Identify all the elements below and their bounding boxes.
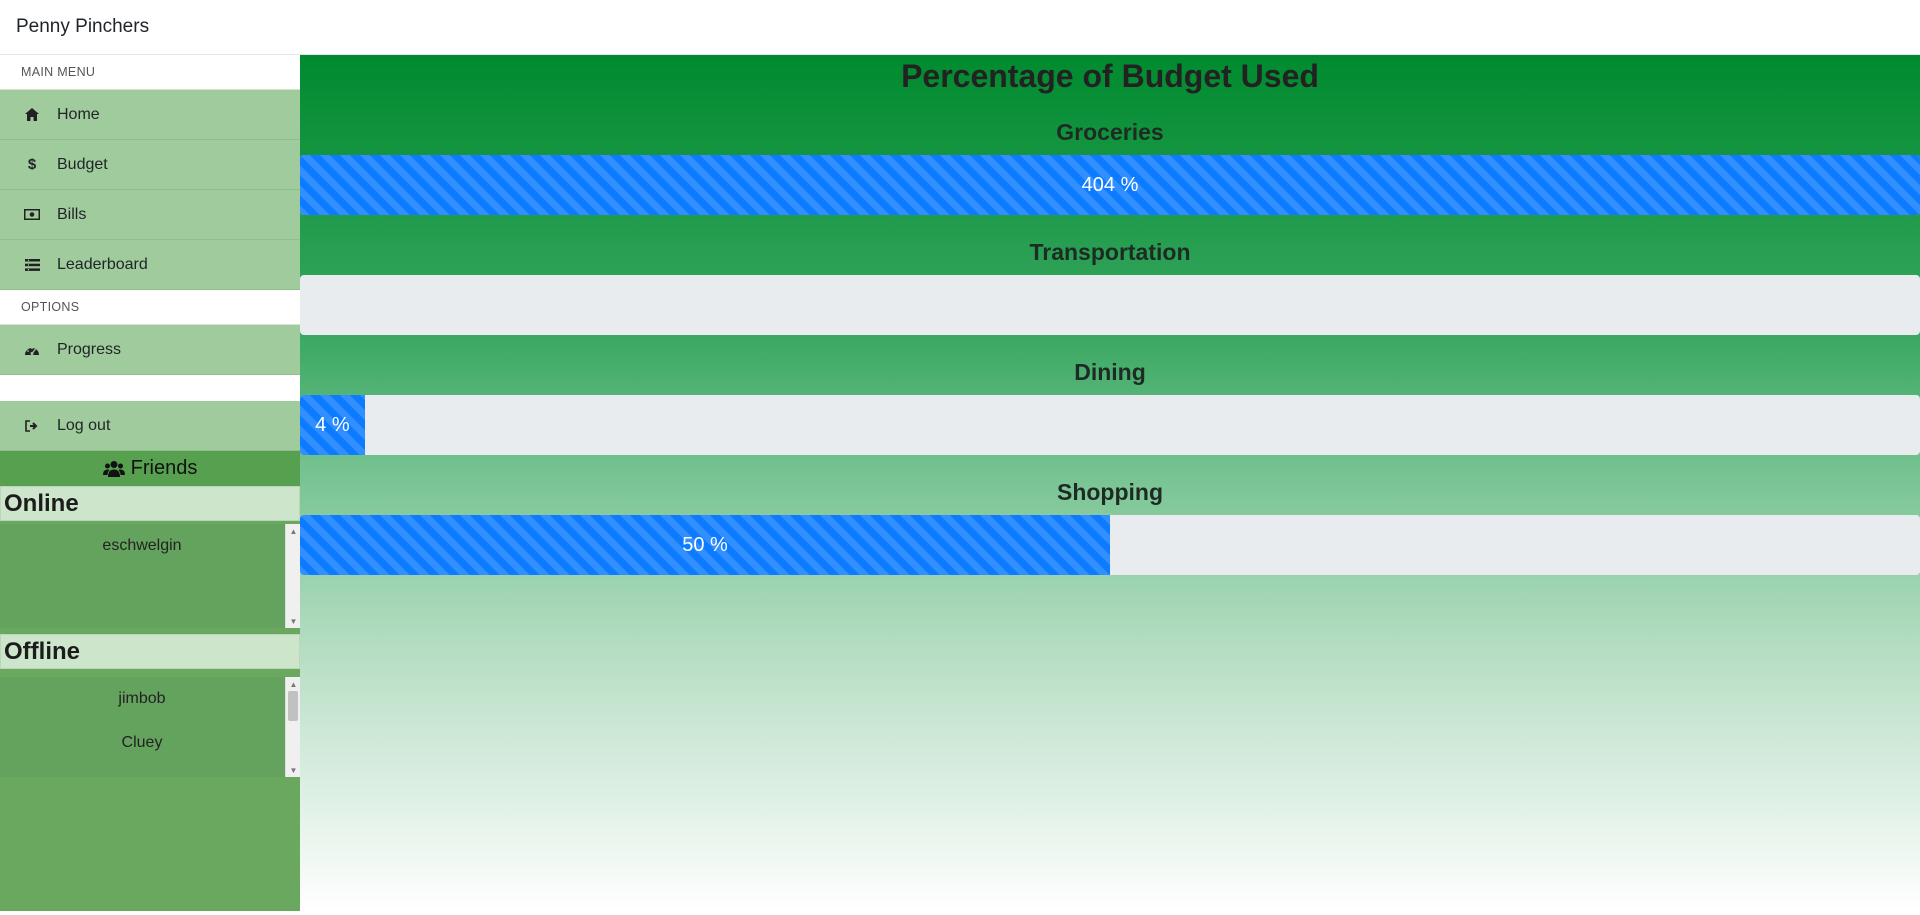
scroll-down-icon[interactable]: ▼ <box>286 763 301 777</box>
dollar-icon: $ <box>24 156 40 173</box>
online-friends-list[interactable]: eschwelgin ▲ ▼ <box>0 524 300 628</box>
category-title-dining: Dining <box>300 350 1920 395</box>
scroll-up-icon[interactable]: ▲ <box>286 524 301 538</box>
offline-header: Offline <box>0 634 300 669</box>
category-title-transportation: Transportation <box>300 230 1920 275</box>
sidebar-item-leaderboard[interactable]: Leaderboard <box>0 240 300 290</box>
sidebar-item-label: Leaderboard <box>57 256 148 274</box>
offline-scrollbar[interactable]: ▲ ▼ <box>285 677 300 777</box>
page-title: Percentage of Budget Used <box>300 55 1920 97</box>
progress-bar-groceries: 404 % <box>300 155 1920 215</box>
sign-out-icon <box>24 420 40 432</box>
options-header: OPTIONS <box>0 290 300 325</box>
sidebar-item-home[interactable]: Home <box>0 90 300 140</box>
main-menu-header: MAIN MENU <box>0 55 300 90</box>
sidebar-item-progress[interactable]: Progress <box>0 325 300 375</box>
home-icon <box>24 108 40 121</box>
scroll-down-icon[interactable]: ▼ <box>286 614 301 628</box>
progress-track-dining: 4 % <box>300 395 1920 455</box>
sidebar-item-bills[interactable]: Bills <box>0 190 300 240</box>
sidebar-item-label: Home <box>57 106 100 124</box>
progress-track-transportation <box>300 275 1920 335</box>
progress-bar-shopping: 50 % <box>300 515 1110 575</box>
brand-link[interactable]: Penny Pinchers <box>16 16 149 38</box>
friend-item[interactable]: jimbob <box>0 677 284 721</box>
online-scrollbar[interactable]: ▲ ▼ <box>285 524 300 628</box>
sidebar: MAIN MENU Home $ Budget Bills Leaderboar… <box>0 55 300 911</box>
dashboard-icon <box>24 344 40 356</box>
friend-item[interactable]: Cluey <box>0 721 284 765</box>
friend-item[interactable]: eschwelgin <box>0 524 284 568</box>
progress-track-groceries: 404 % <box>300 155 1920 215</box>
sidebar-item-label: Progress <box>57 341 121 359</box>
scroll-thumb[interactable] <box>288 691 298 721</box>
online-header: Online <box>0 486 300 521</box>
logout-label: Log out <box>57 417 110 435</box>
friends-title-text: Friends <box>131 457 198 480</box>
sidebar-item-label: Bills <box>57 206 86 224</box>
main-content: Percentage of Budget Used Groceries 404 … <box>300 55 1920 911</box>
offline-friends-list[interactable]: jimbob Cluey ▲ ▼ <box>0 677 300 777</box>
friends-title: Friends <box>0 451 300 486</box>
money-bill-icon <box>24 209 40 220</box>
progress-bar-dining: 4 % <box>300 395 365 455</box>
menu-spacer <box>0 375 300 401</box>
logout-button[interactable]: Log out <box>0 401 300 451</box>
sidebar-item-label: Budget <box>57 156 108 174</box>
scroll-up-icon[interactable]: ▲ <box>286 677 301 691</box>
category-title-groceries: Groceries <box>300 110 1920 155</box>
list-icon <box>24 259 40 271</box>
top-navbar: Penny Pinchers <box>0 0 1920 55</box>
progress-track-shopping: 50 % <box>300 515 1920 575</box>
sidebar-item-budget[interactable]: $ Budget <box>0 140 300 190</box>
users-icon <box>103 460 125 478</box>
category-title-shopping: Shopping <box>300 470 1920 515</box>
